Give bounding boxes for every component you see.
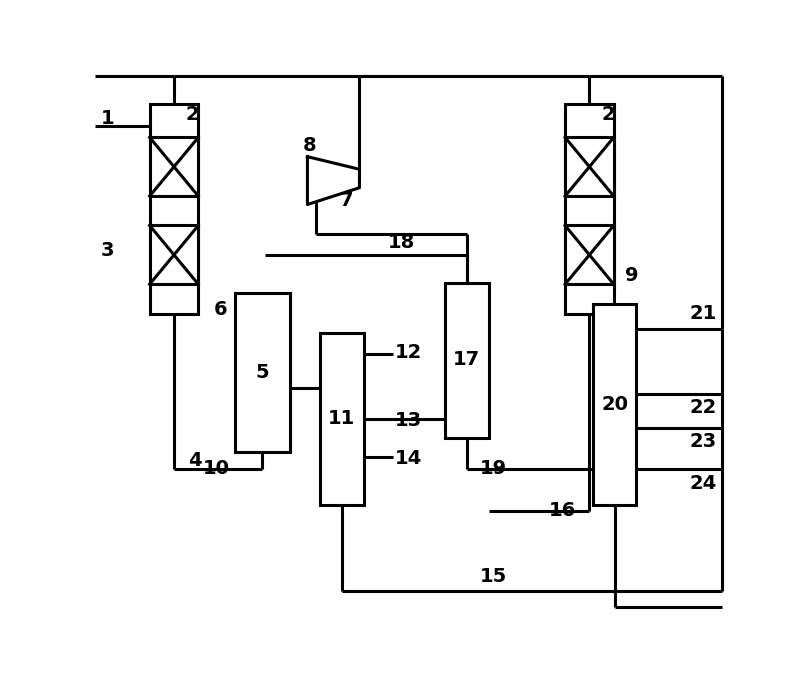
Text: 21: 21 bbox=[690, 304, 717, 323]
Text: 11: 11 bbox=[328, 409, 355, 428]
Text: 16: 16 bbox=[549, 501, 576, 520]
Text: 9: 9 bbox=[626, 266, 639, 285]
Text: 15: 15 bbox=[480, 567, 507, 586]
Text: 7: 7 bbox=[340, 191, 354, 210]
Text: 14: 14 bbox=[394, 449, 422, 468]
Bar bbox=[565, 104, 614, 314]
Text: 8: 8 bbox=[302, 136, 316, 155]
Text: 23: 23 bbox=[690, 433, 717, 452]
Bar bbox=[565, 137, 614, 196]
Text: 1: 1 bbox=[101, 109, 114, 128]
Polygon shape bbox=[307, 157, 359, 204]
Text: 12: 12 bbox=[394, 343, 422, 362]
Bar bbox=[150, 137, 198, 196]
Text: 10: 10 bbox=[203, 460, 230, 479]
Text: 18: 18 bbox=[388, 233, 415, 252]
Bar bbox=[235, 293, 290, 452]
Text: 5: 5 bbox=[255, 363, 269, 382]
Bar bbox=[150, 225, 198, 285]
Text: 24: 24 bbox=[690, 475, 717, 494]
Bar bbox=[320, 333, 364, 505]
Text: 17: 17 bbox=[454, 350, 481, 369]
Text: 13: 13 bbox=[394, 411, 422, 430]
Text: 6: 6 bbox=[214, 300, 227, 319]
Text: 22: 22 bbox=[690, 398, 717, 417]
Bar bbox=[150, 104, 198, 314]
Text: 2: 2 bbox=[186, 105, 199, 124]
Text: 2: 2 bbox=[601, 105, 614, 124]
Bar bbox=[593, 304, 636, 505]
Text: 3: 3 bbox=[101, 241, 114, 260]
Bar bbox=[445, 282, 489, 438]
Bar bbox=[565, 225, 614, 285]
Text: 4: 4 bbox=[188, 451, 202, 470]
Text: 19: 19 bbox=[480, 460, 507, 479]
Text: 20: 20 bbox=[601, 394, 628, 414]
